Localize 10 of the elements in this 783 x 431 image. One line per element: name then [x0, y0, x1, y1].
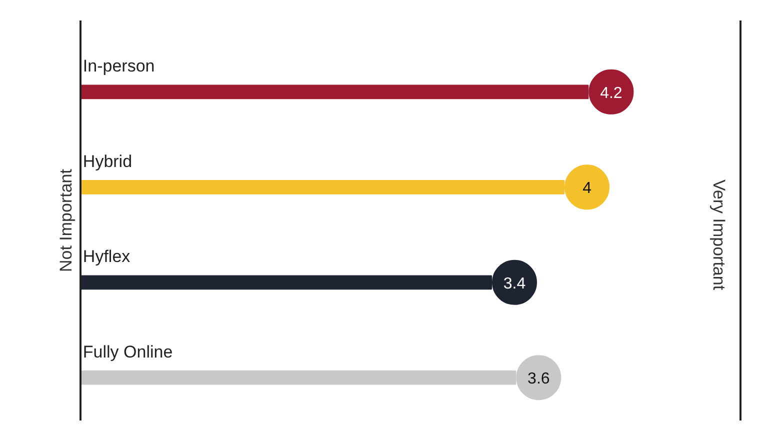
y-tick-label: Fully Online: [82, 342, 173, 362]
data-label: 3.6: [528, 370, 550, 388]
data-label: 4.2: [600, 84, 622, 102]
data-label: 3.4: [503, 275, 526, 292]
y-tick-label: Hybrid: [82, 152, 132, 171]
data-label: 4: [582, 180, 592, 198]
y-axis-title: Not Important: [56, 168, 76, 272]
text: Very Important: [710, 180, 728, 290]
y-tick-label: Hyflex: [82, 247, 131, 266]
y-tick-label: In-person: [82, 56, 155, 76]
